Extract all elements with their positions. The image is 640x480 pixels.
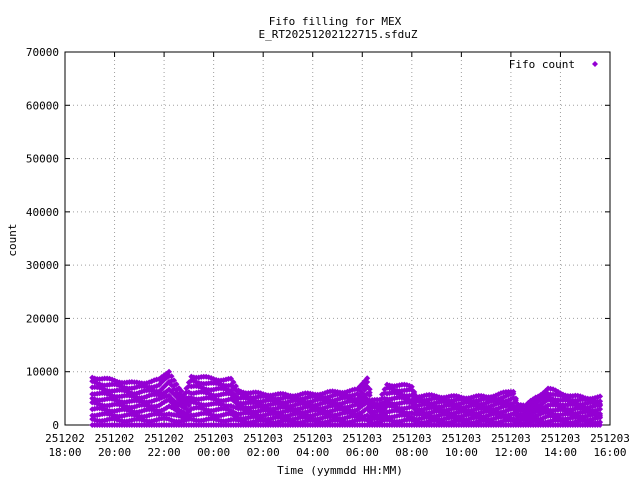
- data-point: [597, 410, 604, 417]
- data-point: [171, 377, 177, 384]
- data-point: [408, 383, 415, 390]
- data-point: [507, 400, 514, 407]
- legend-marker: [592, 61, 598, 67]
- data-point: [411, 388, 418, 395]
- x-axis-ticks: 25120218:0025120220:0025120222:002512030…: [45, 52, 630, 459]
- x-tick-time-label: 00:00: [197, 446, 230, 459]
- y-tick-label: 20000: [26, 312, 59, 325]
- y-tick-label: 0: [52, 419, 59, 432]
- y-tick-label: 40000: [26, 206, 59, 219]
- chart-title-line-1: Fifo filling for MEX: [269, 15, 402, 28]
- x-tick-date-label: 251203: [441, 432, 481, 445]
- data-point: [512, 395, 519, 402]
- x-tick-date-label: 251202: [45, 432, 85, 445]
- data-point: [597, 406, 604, 413]
- x-tick-time-label: 14:00: [544, 446, 577, 459]
- x-tick-date-label: 251203: [194, 432, 234, 445]
- data-point: [597, 393, 604, 400]
- data-point: [507, 411, 514, 418]
- data-point: [510, 388, 517, 395]
- data-point: [364, 375, 371, 382]
- data-point: [507, 396, 514, 403]
- x-tick-time-label: 12:00: [494, 446, 527, 459]
- y-tick-label: 30000: [26, 259, 59, 272]
- data-points: [89, 368, 604, 428]
- x-axis-label: Time (yymmdd HH:MM): [277, 464, 403, 477]
- data-point: [173, 381, 180, 388]
- data-point: [366, 389, 373, 396]
- plot-area: [64, 51, 611, 426]
- data-point: [230, 379, 237, 386]
- x-tick-date-label: 251203: [541, 432, 581, 445]
- x-tick-time-label: 18:00: [48, 446, 81, 459]
- y-tick-label: 70000: [26, 46, 59, 59]
- x-tick-time-label: 06:00: [346, 446, 379, 459]
- data-point: [232, 383, 239, 390]
- x-tick-time-label: 22:00: [148, 446, 181, 459]
- x-tick-date-label: 251202: [144, 432, 184, 445]
- chart-title-line-2: E_RT20251202122715.sfduZ: [259, 28, 418, 41]
- data-point: [364, 378, 371, 385]
- x-tick-date-label: 251203: [491, 432, 531, 445]
- x-tick-time-label: 16:00: [593, 446, 626, 459]
- x-tick-date-label: 251203: [243, 432, 283, 445]
- legend: Fifo count: [509, 58, 598, 71]
- x-tick-time-label: 08:00: [395, 446, 428, 459]
- y-axis-ticks: 0 10000 20000 30000 40000 50000 60000 70000: [26, 46, 610, 432]
- data-point: [250, 404, 257, 411]
- y-tick-label: 60000: [26, 99, 59, 112]
- data-point: [227, 375, 234, 382]
- legend-label: Fifo count: [509, 58, 575, 71]
- grid: [65, 52, 610, 425]
- data-point: [250, 418, 257, 425]
- x-tick-time-label: 02:00: [247, 446, 280, 459]
- data-point: [168, 373, 175, 380]
- x-tick-date-label: 251203: [342, 432, 382, 445]
- x-tick-time-label: 20:00: [98, 446, 131, 459]
- data-point: [166, 368, 173, 375]
- data-point: [366, 386, 373, 393]
- y-axis-label: count: [6, 223, 19, 256]
- y-tick-label: 10000: [26, 366, 59, 379]
- x-tick-date-label: 251203: [392, 432, 432, 445]
- x-tick-time-label: 10:00: [445, 446, 478, 459]
- x-tick-time-label: 04:00: [296, 446, 329, 459]
- x-tick-date-label: 251203: [590, 432, 630, 445]
- data-point: [123, 388, 130, 395]
- data-point: [597, 419, 604, 426]
- y-tick-label: 50000: [26, 153, 59, 166]
- x-tick-date-label: 251203: [293, 432, 333, 445]
- data-point: [597, 398, 604, 405]
- x-tick-date-label: 251202: [95, 432, 135, 445]
